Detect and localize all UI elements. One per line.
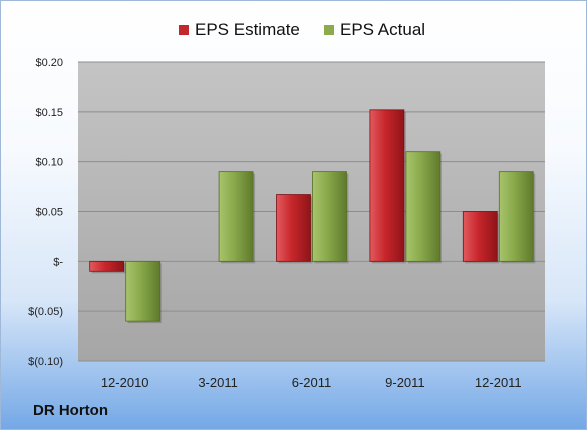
bar-eps-estimate (89, 260, 125, 272)
y-tick-label: $(0.10) (28, 356, 63, 368)
bar-eps-estimate (369, 109, 405, 262)
legend-item-actual: EPS Actual (324, 17, 425, 43)
bar-eps-estimate (462, 211, 498, 262)
y-tick-label: $- (53, 256, 63, 268)
x-tick-label: 6-2011 (292, 375, 332, 390)
y-tick-label: $0.15 (35, 107, 63, 119)
bar-eps-actual (125, 260, 161, 322)
x-tick-label: 12-2010 (101, 375, 149, 390)
bar-eps-actual (312, 171, 347, 262)
y-tick-label: $(0.05) (28, 306, 63, 318)
legend-swatch-estimate (179, 25, 189, 35)
legend-label-estimate: EPS Estimate (195, 20, 300, 39)
legend-label-actual: EPS Actual (340, 20, 426, 39)
bar-eps-actual (218, 171, 254, 262)
x-tick-label: 3-2011 (198, 375, 238, 390)
bar-eps-actual (498, 171, 534, 262)
bar-eps-actual (405, 151, 441, 262)
x-tick-label: 9-2011 (385, 375, 425, 390)
legend: EPS Estimate EPS Actual (1, 17, 587, 43)
y-tick-label: $0.20 (35, 57, 63, 69)
bar-eps-estimate (276, 194, 311, 262)
legend-swatch-actual (324, 25, 334, 35)
company-name: DR Horton (33, 402, 108, 419)
y-tick-label: $0.05 (35, 207, 63, 219)
y-tick-label: $0.10 (35, 157, 63, 169)
x-tick-label: 12-2011 (475, 375, 522, 390)
legend-item-estimate: EPS Estimate (179, 17, 300, 43)
